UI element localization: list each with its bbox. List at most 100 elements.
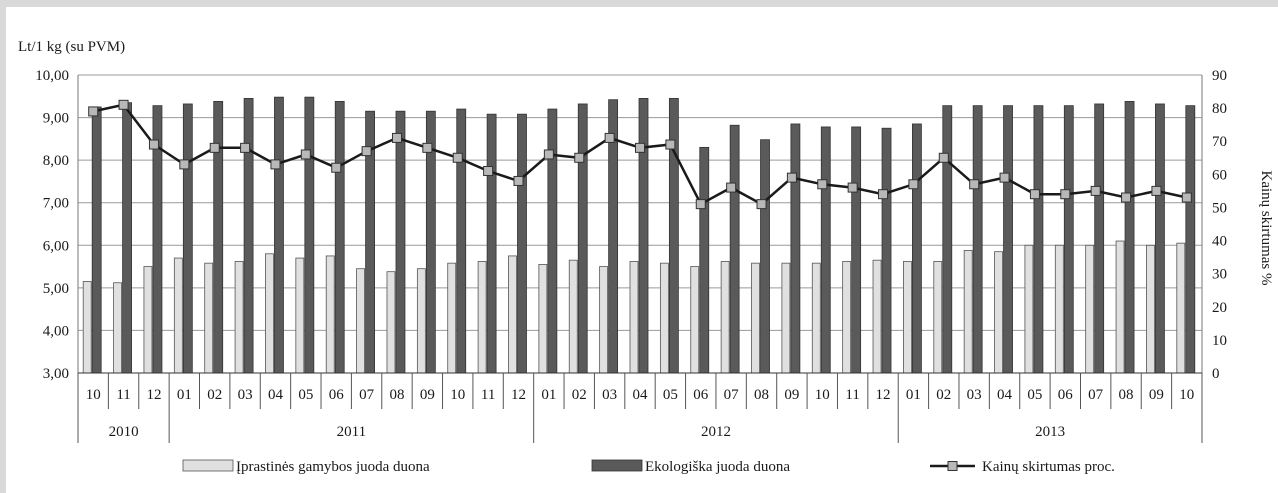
y-right-tick-label: 40 (1212, 234, 1227, 250)
legend-label-ecological: Ekologiška juoda duona (645, 459, 790, 475)
bar-ecological (942, 105, 953, 374)
bar-conventional (356, 268, 365, 374)
x-month-label: 11 (845, 387, 859, 403)
y-right-tick-label: 0 (1212, 366, 1220, 382)
line-marker (361, 146, 372, 157)
x-month-label: 10 (450, 387, 465, 403)
line-marker (483, 166, 494, 177)
bar-ecological (790, 123, 801, 374)
y-left-tick-label: 9,00 (43, 111, 69, 127)
legend-swatch-conventional (182, 459, 234, 472)
line-marker (422, 142, 433, 153)
line-marker (1029, 189, 1040, 200)
x-month-label: 03 (602, 387, 617, 403)
bar-conventional (386, 271, 396, 374)
x-month-label: 04 (268, 387, 284, 403)
y-left-tick-label: 10,00 (35, 68, 69, 84)
bar-conventional (690, 266, 700, 374)
line-marker (999, 172, 1010, 183)
bar-conventional (872, 259, 882, 374)
line-marker (300, 149, 311, 160)
bar-conventional (842, 261, 852, 374)
bar-conventional (1054, 244, 1064, 374)
line-marker (786, 172, 797, 183)
y-left-tick-label: 6,00 (43, 238, 69, 254)
line-marker (391, 132, 402, 143)
x-month-label: 11 (481, 387, 495, 403)
x-month-label: 01 (541, 387, 556, 403)
legend-marker-difference (947, 461, 958, 471)
bar-ecological (729, 124, 740, 374)
bar-conventional (599, 266, 609, 374)
x-month-label: 03 (238, 387, 253, 403)
bar-ecological (91, 106, 102, 374)
bar-ecological (274, 96, 284, 374)
line-marker (240, 142, 251, 153)
line-marker (148, 139, 159, 150)
y-left-tick-label: 4,00 (43, 323, 69, 339)
x-month-label: 01 (906, 387, 921, 403)
x-month-label: 06 (1058, 387, 1074, 403)
bar-ecological (1155, 103, 1165, 374)
line-marker (817, 179, 828, 190)
bar-conventional (659, 262, 669, 374)
line-marker (543, 149, 554, 160)
bar-ecological (547, 108, 558, 374)
bar-series (82, 96, 1196, 374)
line-marker (118, 99, 129, 110)
bar-ecological (486, 113, 497, 374)
y-left-tick-label: 5,00 (43, 281, 69, 297)
x-month-label: 06 (693, 387, 709, 403)
x-month-label: 05 (1027, 387, 1042, 403)
bar-conventional (1085, 244, 1095, 374)
y-right-tick-label: 30 (1212, 267, 1227, 283)
legend-label-difference: Kainų skirtumas proc. (982, 459, 1115, 475)
bar-ecological (638, 98, 649, 374)
bar-conventional (781, 262, 791, 374)
line-marker (1151, 185, 1162, 196)
bar-conventional (234, 261, 244, 374)
bar-conventional (265, 253, 274, 374)
line-marker (908, 179, 919, 190)
bar-ecological (972, 105, 983, 374)
x-month-label: 07 (724, 387, 740, 403)
bar-ecological (182, 103, 193, 374)
bar-ecological (1063, 105, 1074, 374)
line-marker (88, 106, 99, 117)
line-marker (938, 152, 949, 163)
line-series (88, 99, 1192, 210)
line-marker (878, 189, 889, 200)
bar-ecological (1094, 103, 1105, 374)
bar-conventional (508, 255, 517, 374)
x-month-label: 02 (936, 387, 951, 403)
line-marker (635, 142, 645, 153)
legend-label-conventional: Įprastinės gamybos juoda duona (236, 459, 430, 475)
line-marker (1121, 192, 1132, 203)
x-month-label: 12 (511, 387, 526, 403)
line-marker (969, 179, 980, 190)
legend-swatch-ecological (591, 459, 643, 472)
x-year-label: 2010 (109, 424, 139, 440)
x-month-label: 10 (815, 387, 830, 403)
bar-conventional (173, 257, 183, 374)
bar-conventional (447, 262, 457, 374)
y-left-tick-label: 3,00 (43, 366, 69, 382)
bar-conventional (477, 261, 487, 374)
bar-conventional (204, 262, 214, 374)
bar-conventional (629, 261, 639, 374)
line-marker (604, 132, 615, 143)
line-marker (209, 142, 220, 153)
x-month-label: 09 (420, 387, 435, 403)
y-right-tick-label: 20 (1212, 300, 1227, 316)
bar-ecological (577, 103, 588, 374)
line-marker (179, 159, 190, 170)
bar-ecological (760, 139, 770, 374)
y-right-tick-label: 90 (1212, 68, 1227, 84)
x-month-label: 05 (663, 387, 678, 403)
line-marker (513, 175, 524, 186)
bar-conventional (903, 261, 912, 374)
x-month-label: 05 (298, 387, 313, 403)
x-month-label: 10 (86, 387, 101, 403)
y-right-tick-label: 80 (1212, 101, 1227, 117)
y-right-tick-label: 60 (1212, 167, 1227, 183)
